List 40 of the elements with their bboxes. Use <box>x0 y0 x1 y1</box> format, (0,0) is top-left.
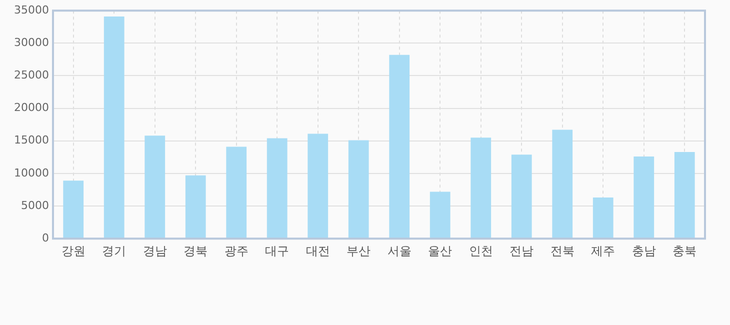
x-tick-label: 대전 <box>306 244 330 258</box>
x-tick-label: 서울 <box>387 244 412 258</box>
y-tick-label: 5000 <box>20 198 49 212</box>
x-tick-label: 경남 <box>142 244 167 258</box>
x-tick-label: 인천 <box>468 244 493 258</box>
bar <box>552 130 573 238</box>
bar <box>430 192 450 238</box>
y-tick-label: 30000 <box>14 36 49 50</box>
bar <box>63 180 84 238</box>
y-tick-label: 0 <box>42 231 49 244</box>
x-tick-label: 충남 <box>632 244 656 258</box>
y-tick-label: 10000 <box>14 166 49 180</box>
x-tick-label: 전남 <box>510 244 534 258</box>
x-tick-label: 충북 <box>672 244 697 258</box>
y-tick-label: 15000 <box>14 134 49 147</box>
bar <box>266 138 288 238</box>
bar <box>674 152 695 238</box>
bar <box>389 54 410 238</box>
x-tick-label: 울산 <box>428 244 452 258</box>
x-tick-label: 제주 <box>591 244 616 258</box>
y-tick-label: 25000 <box>14 68 49 82</box>
x-tick-label: 부산 <box>346 244 371 258</box>
x-tick-label: 경기 <box>102 244 126 258</box>
bar <box>511 154 532 238</box>
bar <box>592 198 614 238</box>
y-tick-label: 35000 <box>14 3 49 16</box>
y-tick-label: 20000 <box>14 101 49 114</box>
bar <box>104 16 124 238</box>
bar <box>634 156 654 238</box>
bar <box>226 146 247 238</box>
bar <box>144 136 166 238</box>
x-tick-label: 대구 <box>265 244 290 258</box>
x-tick-label: 광주 <box>224 244 248 258</box>
bar <box>348 140 369 238</box>
bar <box>308 134 328 238</box>
x-tick-label: 강원 <box>61 244 86 258</box>
x-tick-label: 전북 <box>550 244 574 258</box>
x-tick-label: 경북 <box>184 244 208 258</box>
bar <box>470 138 492 238</box>
bar <box>185 175 206 238</box>
